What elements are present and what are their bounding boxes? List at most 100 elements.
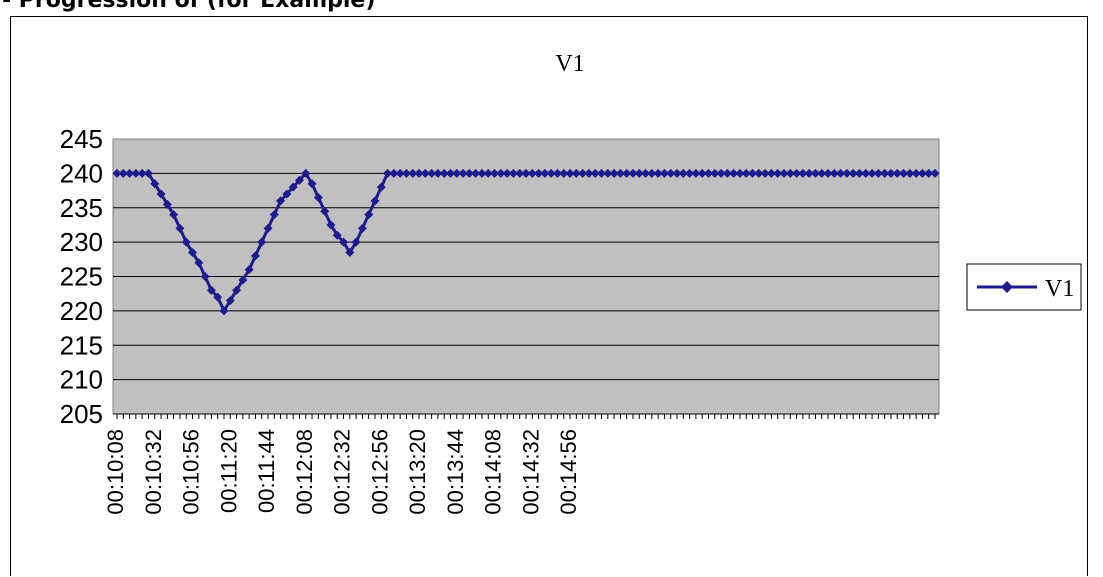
data-point: [527, 168, 537, 178]
x-tick-label-00:10:08: 00:10:08: [103, 429, 128, 515]
data-point: [395, 168, 405, 178]
data-point: [685, 168, 695, 178]
data-point: [219, 306, 229, 316]
data-point: [213, 292, 223, 302]
data-point: [754, 168, 764, 178]
data-point: [389, 168, 399, 178]
data-point: [810, 168, 820, 178]
data-point: [540, 168, 550, 178]
data-point: [257, 237, 267, 247]
legend-marker: [1001, 281, 1013, 293]
data-point: [641, 168, 651, 178]
data-point: [414, 168, 424, 178]
data-point: [861, 168, 871, 178]
data-point: [483, 168, 493, 178]
data-point: [735, 168, 745, 178]
data-point: [288, 182, 298, 192]
data-point: [748, 168, 758, 178]
data-point: [162, 199, 172, 209]
x-tick-label-00:10:56: 00:10:56: [179, 429, 204, 515]
data-point: [836, 168, 846, 178]
x-tick-label-00:13:20: 00:13:20: [405, 429, 430, 515]
data-point: [452, 168, 462, 178]
y-tick-label-245: 245: [60, 124, 103, 154]
data-point: [603, 168, 613, 178]
data-point: [515, 168, 525, 178]
data-point: [326, 220, 336, 230]
x-tick-label-00:14:56: 00:14:56: [556, 429, 581, 515]
data-point: [294, 175, 304, 185]
data-point: [905, 168, 915, 178]
data-point: [508, 168, 518, 178]
data-point: [156, 189, 166, 199]
data-point: [917, 168, 927, 178]
data-point: [842, 168, 852, 178]
data-point: [232, 285, 242, 295]
data-point: [376, 182, 386, 192]
data-point: [584, 168, 594, 178]
data-point: [710, 168, 720, 178]
x-tick-label-00:10:32: 00:10:32: [141, 429, 166, 515]
data-point: [458, 168, 468, 178]
data-point: [590, 168, 600, 178]
data-point: [200, 272, 210, 281]
data-point: [691, 168, 701, 178]
data-point: [150, 179, 160, 189]
data-point: [565, 168, 575, 178]
legend-label: V1: [1045, 276, 1074, 302]
data-point: [571, 168, 581, 178]
data-point: [886, 168, 896, 178]
data-point: [320, 206, 330, 216]
data-point: [578, 168, 588, 178]
data-point: [559, 168, 569, 178]
x-axis: 00:10:08 00:10:32 00:10:56 00:11:20 00:11:44…: [103, 413, 939, 515]
data-point: [892, 168, 902, 178]
x-tick-label-00:11:20: 00:11:20: [216, 429, 241, 513]
data-point: [804, 168, 814, 178]
data-point: [188, 247, 198, 257]
data-point: [597, 168, 607, 178]
data-point: [181, 237, 191, 247]
data-point: [622, 168, 632, 178]
data-point: [364, 210, 374, 220]
data-point: [282, 189, 292, 199]
data-point: [464, 168, 474, 178]
data-point: [357, 223, 367, 233]
data-point: [615, 168, 625, 178]
data-point: [817, 168, 827, 178]
data-point: [785, 168, 795, 178]
data-point: [307, 179, 317, 189]
x-tick-label-00:12:32: 00:12:32: [330, 429, 355, 515]
data-point: [439, 168, 449, 178]
data-point: [703, 168, 713, 178]
data-point: [659, 168, 669, 178]
data-point: [137, 168, 147, 178]
data-point: [502, 168, 512, 178]
data-point: [628, 168, 638, 178]
x-tick-label-00:14:32: 00:14:32: [518, 429, 543, 515]
data-point: [244, 265, 254, 275]
page-heading-fragment: - Progression of (for Example): [2, 0, 376, 13]
data-point: [634, 168, 644, 178]
data-point: [880, 168, 890, 178]
data-point: [125, 168, 135, 178]
data-point: [143, 168, 153, 178]
y-tick-label-225: 225: [60, 262, 103, 292]
y-tick-label-240: 240: [60, 158, 103, 188]
data-point: [609, 168, 619, 178]
data-point: [534, 168, 544, 178]
data-point: [873, 168, 883, 178]
data-point: [798, 168, 808, 178]
y-tick-label-235: 235: [60, 193, 103, 223]
data-point: [760, 168, 770, 178]
legend: V1: [966, 263, 1082, 311]
data-point: [433, 168, 443, 178]
data-point: [741, 168, 751, 178]
data-point: [477, 168, 487, 178]
data-point: [206, 285, 216, 295]
data-point: [552, 168, 562, 178]
chart-title: V1: [555, 51, 584, 77]
data-point: [496, 168, 506, 178]
data-point: [427, 168, 437, 178]
data-point: [647, 168, 657, 178]
